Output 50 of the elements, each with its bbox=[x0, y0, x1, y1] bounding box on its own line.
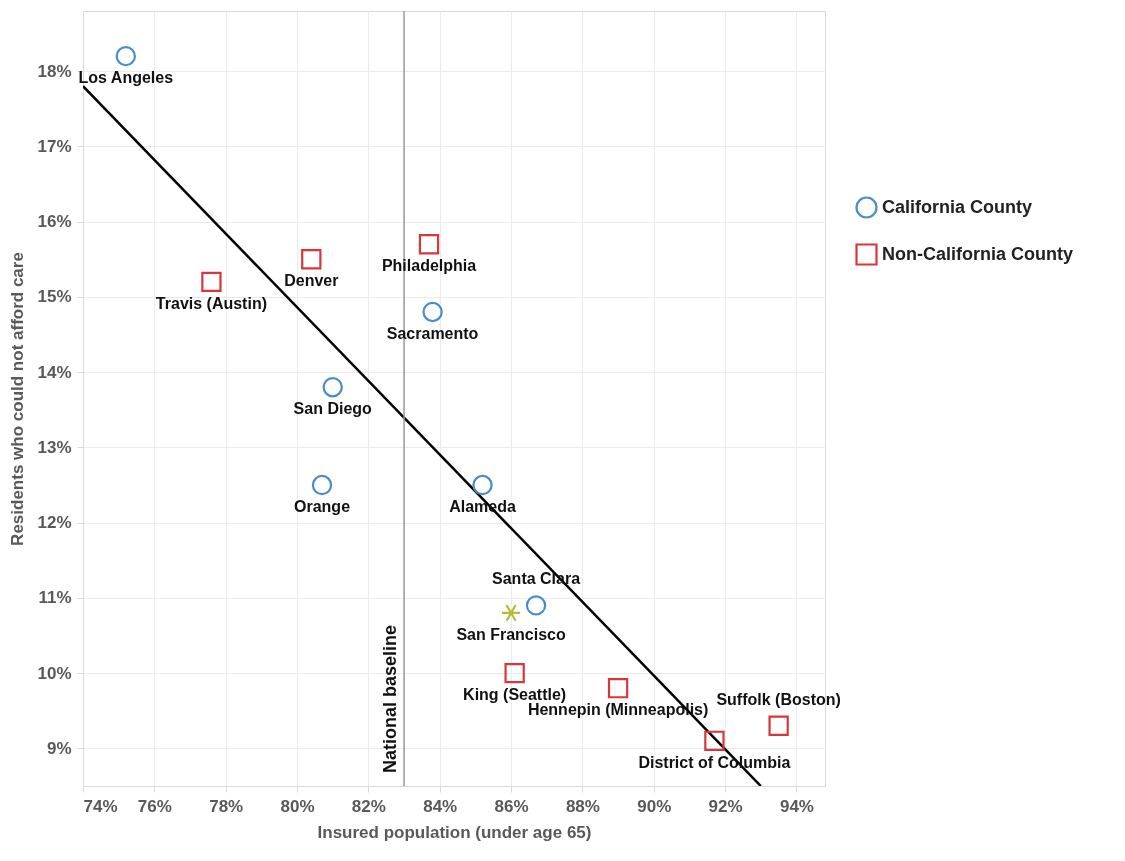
y-tick-label: 9% bbox=[46, 738, 72, 758]
point bbox=[115, 45, 136, 67]
y-tick-label: 10% bbox=[37, 663, 72, 683]
point bbox=[201, 271, 222, 293]
y-tick-label: 12% bbox=[37, 513, 72, 533]
annotation: Suffolk (Boston) bbox=[716, 690, 841, 708]
point bbox=[500, 603, 522, 622]
x-tick-label: 80% bbox=[280, 796, 315, 816]
point bbox=[768, 715, 789, 736]
x-tick-label: 84% bbox=[423, 796, 458, 816]
y-tick-label: 18% bbox=[37, 61, 72, 81]
x-tick-label: 74% bbox=[83, 796, 118, 816]
legend-label: Non-California County bbox=[882, 243, 1073, 264]
point bbox=[301, 249, 322, 270]
y-tick-label: 11% bbox=[38, 588, 72, 608]
point bbox=[704, 730, 725, 752]
point bbox=[418, 234, 440, 255]
annotation: San Diego bbox=[293, 400, 373, 418]
x-axis-title: Insured population (under age 65) bbox=[317, 822, 592, 842]
annotation: Sacramento bbox=[386, 324, 479, 342]
point bbox=[322, 377, 343, 398]
annotation: King (Seattle) bbox=[463, 686, 567, 704]
annotation: Orange bbox=[294, 498, 351, 516]
legend-label: California County bbox=[882, 196, 1033, 217]
point bbox=[525, 595, 547, 616]
point bbox=[607, 678, 629, 699]
annotation: Travis (Austin) bbox=[155, 294, 267, 312]
annotation: Denver bbox=[284, 272, 339, 290]
ref-line-label: National baseline bbox=[380, 624, 401, 773]
point bbox=[311, 474, 333, 496]
x-tick-label: 90% bbox=[637, 796, 672, 816]
y-axis-title: Residents who could not afford care bbox=[8, 252, 28, 546]
x-tick-label: 76% bbox=[137, 796, 172, 816]
annotation: San Francisco bbox=[456, 625, 566, 643]
y-tick-label: 14% bbox=[37, 362, 72, 382]
x-tick-label: 92% bbox=[708, 796, 743, 816]
x-tick-label: 88% bbox=[565, 796, 600, 816]
x-tick-label: 78% bbox=[209, 796, 244, 816]
y-tick-label: 15% bbox=[37, 287, 72, 307]
annotation: Philadelphia bbox=[381, 257, 477, 275]
point bbox=[422, 301, 443, 323]
y-tick-label: 13% bbox=[37, 437, 72, 457]
annotation: Los Angeles bbox=[78, 69, 174, 87]
x-tick-label: 86% bbox=[494, 796, 529, 816]
point bbox=[472, 474, 493, 496]
x-tick-label: 94% bbox=[779, 796, 814, 816]
x-tick-label: 82% bbox=[351, 796, 386, 816]
y-tick-label: 16% bbox=[37, 212, 72, 232]
y-tick-label: 17% bbox=[37, 136, 72, 156]
point bbox=[504, 662, 525, 684]
